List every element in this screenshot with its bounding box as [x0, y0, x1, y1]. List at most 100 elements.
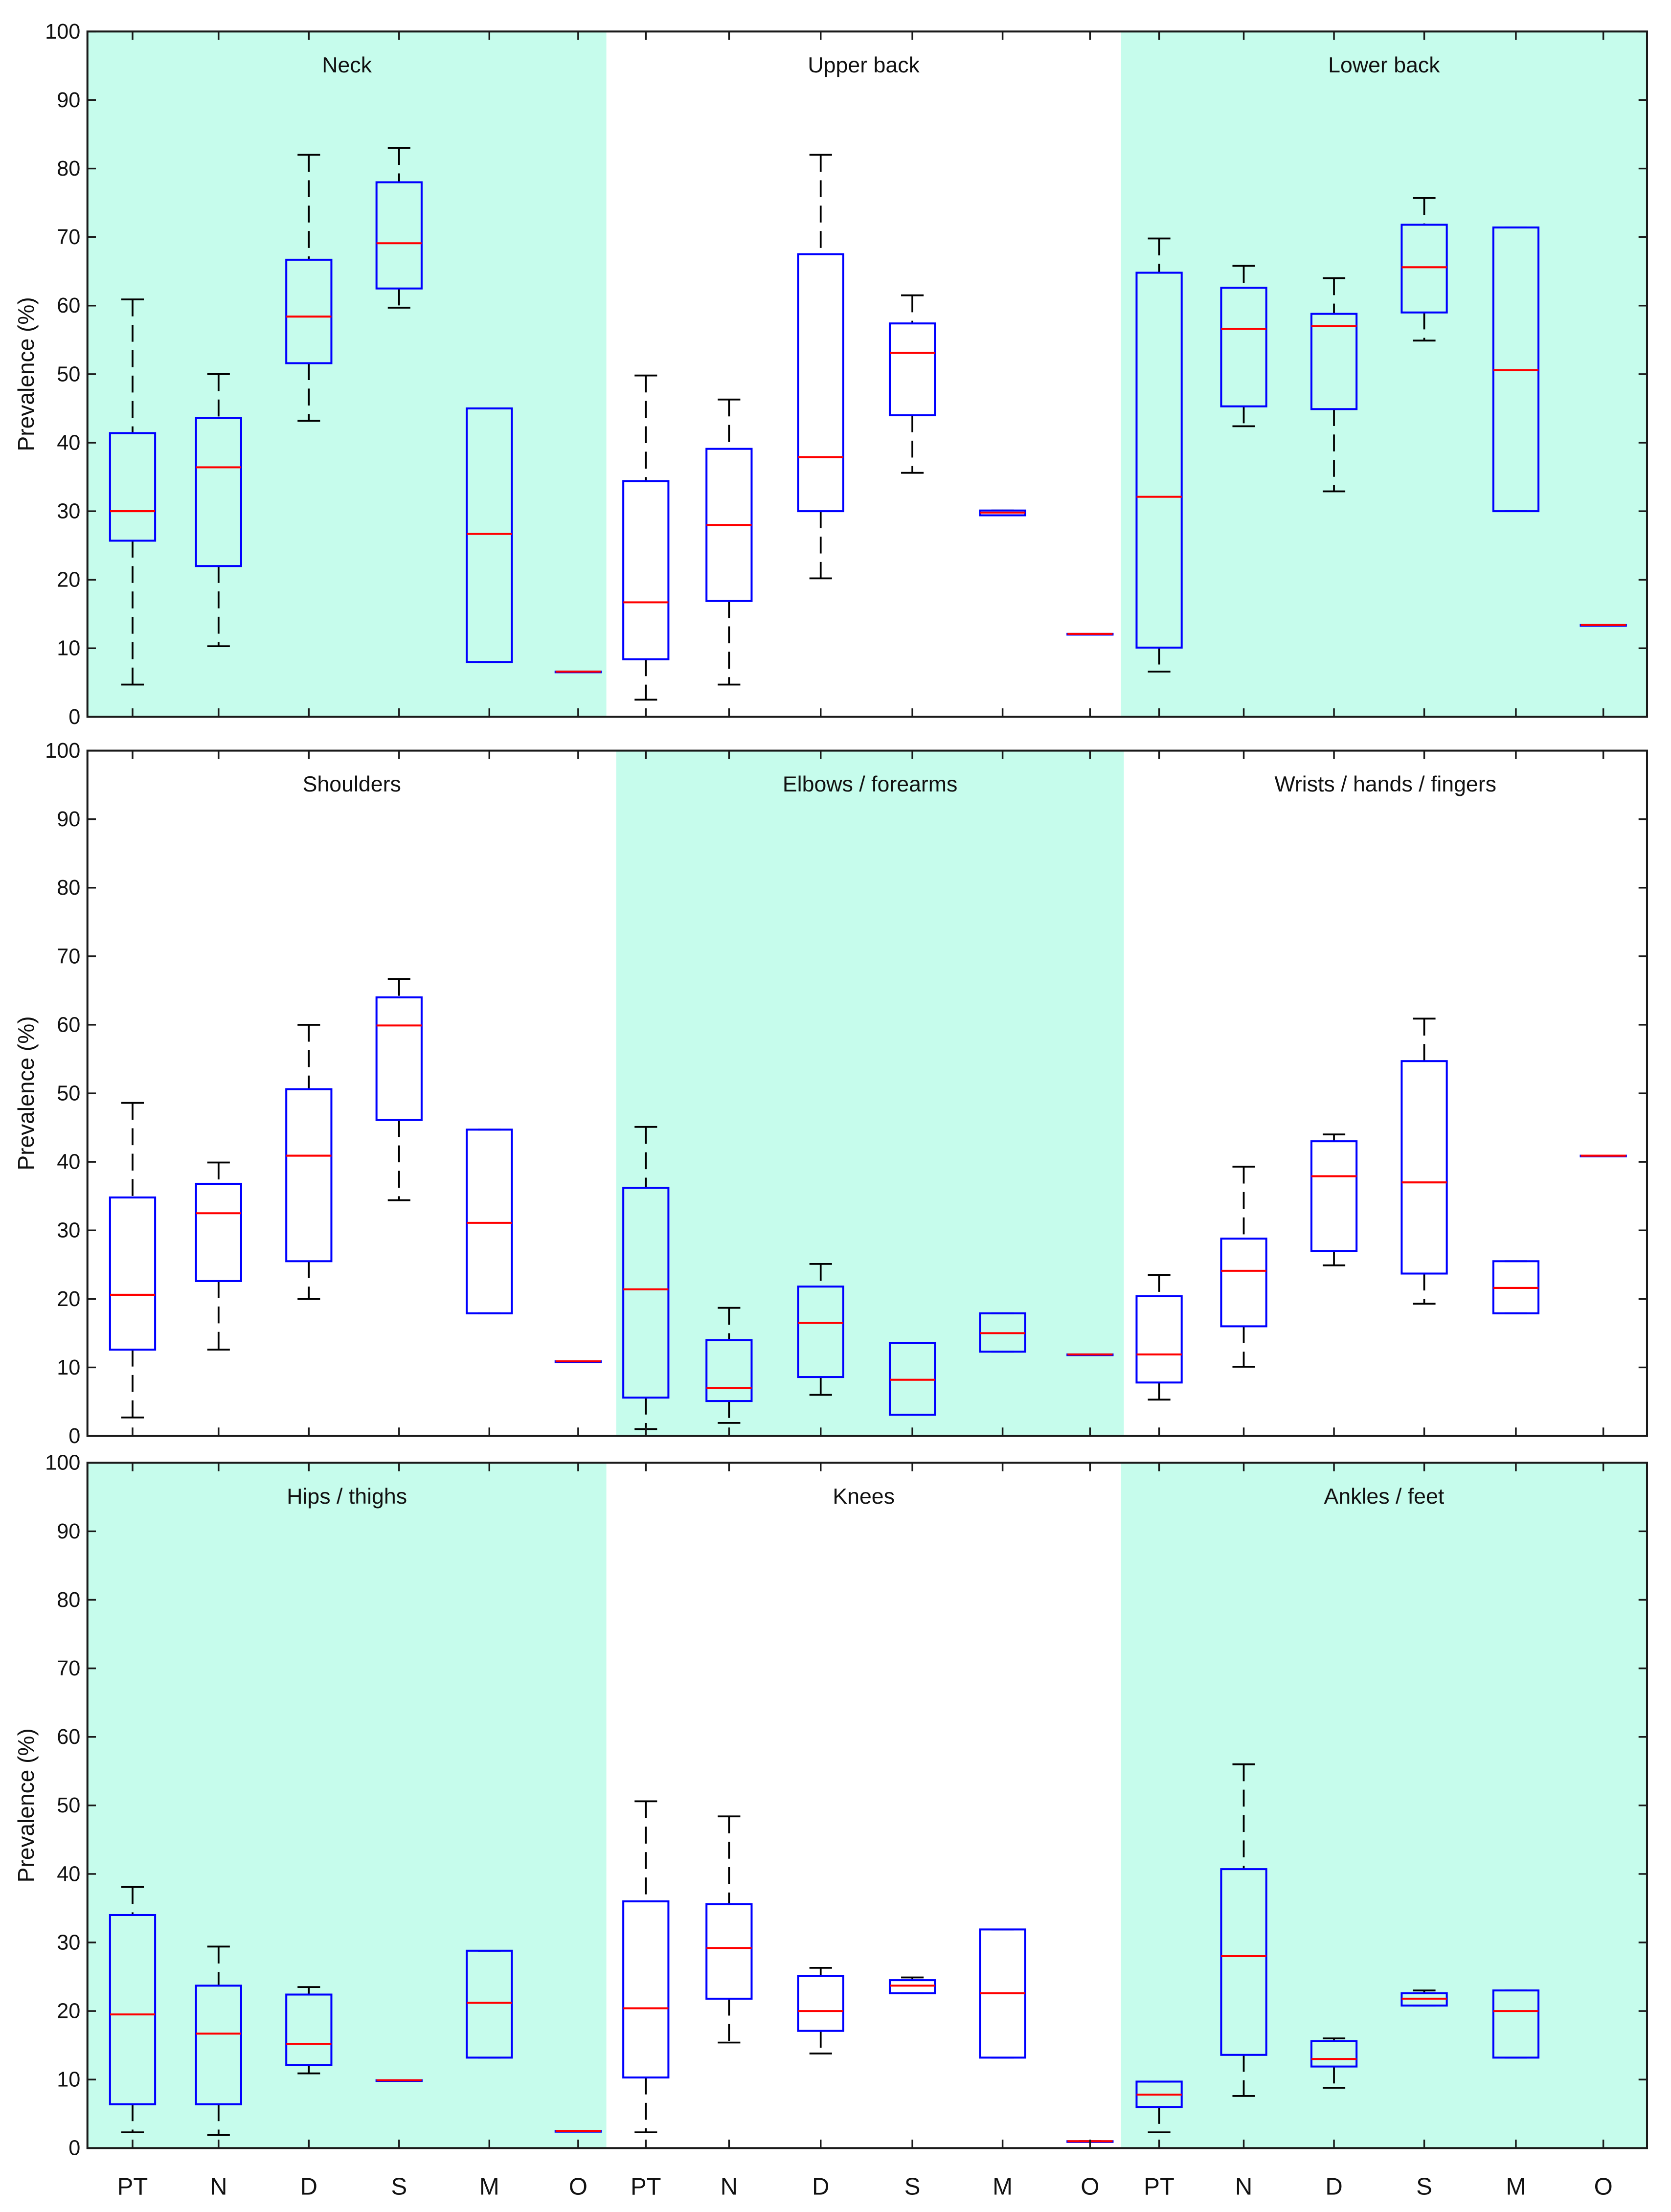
- y-tick-label: 10: [57, 637, 80, 660]
- y-tick-label: 100: [45, 1451, 80, 1475]
- y-tick-label: 90: [57, 1520, 80, 1543]
- box-N: [195, 1945, 242, 2136]
- box-N: [705, 398, 753, 686]
- panel-title: Neck: [322, 53, 372, 77]
- panel-title: Elbows / forearms: [783, 772, 957, 796]
- y-tick-label: 20: [57, 568, 80, 592]
- x-tick-label: N: [210, 2173, 227, 2200]
- iqr-box: [622, 1187, 670, 1399]
- y-tick-label: 100: [45, 20, 80, 44]
- x-tick-label: O: [569, 2173, 587, 2200]
- panel-title: Wrists / hands / fingers: [1274, 772, 1496, 796]
- iqr-box: [375, 181, 423, 290]
- subplot-row-0: Neck Upper back Lower back 0 10 20 30 40 50 60 70 8…: [13, 20, 1648, 729]
- panel-title: Ankles / feet: [1324, 1485, 1444, 1509]
- box-D: [1310, 1133, 1358, 1266]
- iqr-box: [1220, 287, 1267, 407]
- box-PT: [109, 298, 157, 686]
- box-M: [466, 407, 513, 663]
- box-PT: [109, 1886, 157, 2133]
- y-tick-label: 80: [57, 1588, 80, 1612]
- panel-title: Hips / thighs: [287, 1485, 407, 1509]
- iqr-box: [466, 1949, 513, 2059]
- box-N: [195, 1161, 242, 1351]
- y-tick-label: 80: [57, 876, 80, 900]
- x-tick-label: D: [1325, 2173, 1342, 2200]
- y-tick-label: 30: [57, 499, 80, 523]
- panel-title: Upper back: [808, 53, 920, 77]
- iqr-box: [888, 1979, 936, 1994]
- iqr-box: [888, 1341, 936, 1416]
- y-tick-label: 0: [68, 2137, 80, 2160]
- panel-shading: [1121, 31, 1647, 717]
- iqr-box: [1492, 1989, 1540, 2059]
- x-tick-label: M: [479, 2173, 499, 2200]
- iqr-box: [1220, 1868, 1267, 2056]
- box-S: [1400, 197, 1448, 342]
- y-tick-label: 90: [57, 808, 80, 831]
- box-S: [888, 1341, 936, 1416]
- panel-shoulders: Shoulders: [109, 772, 602, 1419]
- y-tick-label: 50: [57, 1082, 80, 1105]
- box-N: [1220, 1166, 1267, 1368]
- y-tick-label: 60: [57, 1013, 80, 1037]
- y-tick-label: 20: [57, 2000, 80, 2023]
- subplot-row-2: Hips / thighs Knees Ankles / feet 0 10 20 30 40…: [13, 1451, 1648, 2200]
- y-tick-label: 0: [68, 1424, 80, 1448]
- box-D: [797, 1263, 844, 1396]
- box-M: [979, 1928, 1026, 2059]
- x-tick-label: S: [904, 2173, 921, 2200]
- iqr-box: [1400, 224, 1448, 314]
- box-D: [1310, 2037, 1358, 2089]
- box-PT: [622, 374, 670, 701]
- x-tick-label: PT: [631, 2173, 661, 2200]
- iqr-box: [109, 432, 157, 542]
- box-PT: [1135, 237, 1183, 673]
- y-tick-label: 40: [57, 1151, 80, 1174]
- box-D: [285, 1024, 333, 1300]
- y-tick-label: 60: [57, 1725, 80, 1749]
- panel-shading: [87, 31, 607, 717]
- iqr-box: [1310, 2040, 1358, 2068]
- y-tick-label: 10: [57, 2068, 80, 2092]
- box-N: [195, 373, 242, 647]
- iqr-box: [705, 1903, 753, 2000]
- x-tick-label: M: [993, 2173, 1013, 2200]
- y-tick-label: 0: [68, 705, 80, 729]
- x-tick-label: M: [1506, 2173, 1526, 2200]
- iqr-box: [195, 1985, 242, 2105]
- y-tick-label: 30: [57, 1931, 80, 1954]
- panel-upper-back: Upper back: [622, 53, 1114, 701]
- panel-wrists-hands-fingers: Wrists / hands / fingers: [1135, 772, 1627, 1401]
- y-axis-label: Prevalence (%): [13, 297, 39, 451]
- box-N: [705, 1307, 753, 1424]
- y-axis-label: Prevalence (%): [13, 1016, 39, 1170]
- box-S: [1400, 1989, 1448, 2007]
- iqr-box: [285, 1088, 333, 1263]
- iqr-box: [797, 1286, 844, 1378]
- x-tick-label: PT: [117, 2173, 148, 2200]
- y-tick-label: 30: [57, 1219, 80, 1242]
- y-tick-label: 50: [57, 1794, 80, 1817]
- iqr-box: [109, 1196, 157, 1351]
- y-tick-label: 100: [45, 739, 80, 763]
- box-M: [466, 1129, 513, 1314]
- box-D: [797, 1966, 844, 2054]
- iqr-box: [622, 1900, 670, 2079]
- y-tick-label: 60: [57, 294, 80, 317]
- x-tick-label: N: [1235, 2173, 1252, 2200]
- iqr-box: [109, 1914, 157, 2105]
- y-axis-label: Prevalence (%): [13, 1728, 39, 1882]
- y-tick-label: 40: [57, 431, 80, 454]
- x-tick-label: O: [1081, 2173, 1099, 2200]
- box-N: [1220, 1763, 1267, 2097]
- box-S: [375, 978, 423, 1201]
- y-tick-label: 70: [57, 945, 80, 968]
- box-PT: [1135, 2080, 1183, 2133]
- box-O: [1066, 1353, 1114, 1356]
- subplot-row-1: Shoulders Elbows / forearms Wrists / hands…: [13, 739, 1648, 1448]
- panel-shading: [87, 1463, 607, 2148]
- box-N: [705, 1815, 753, 2044]
- box-S: [375, 147, 423, 309]
- iqr-box: [888, 322, 936, 416]
